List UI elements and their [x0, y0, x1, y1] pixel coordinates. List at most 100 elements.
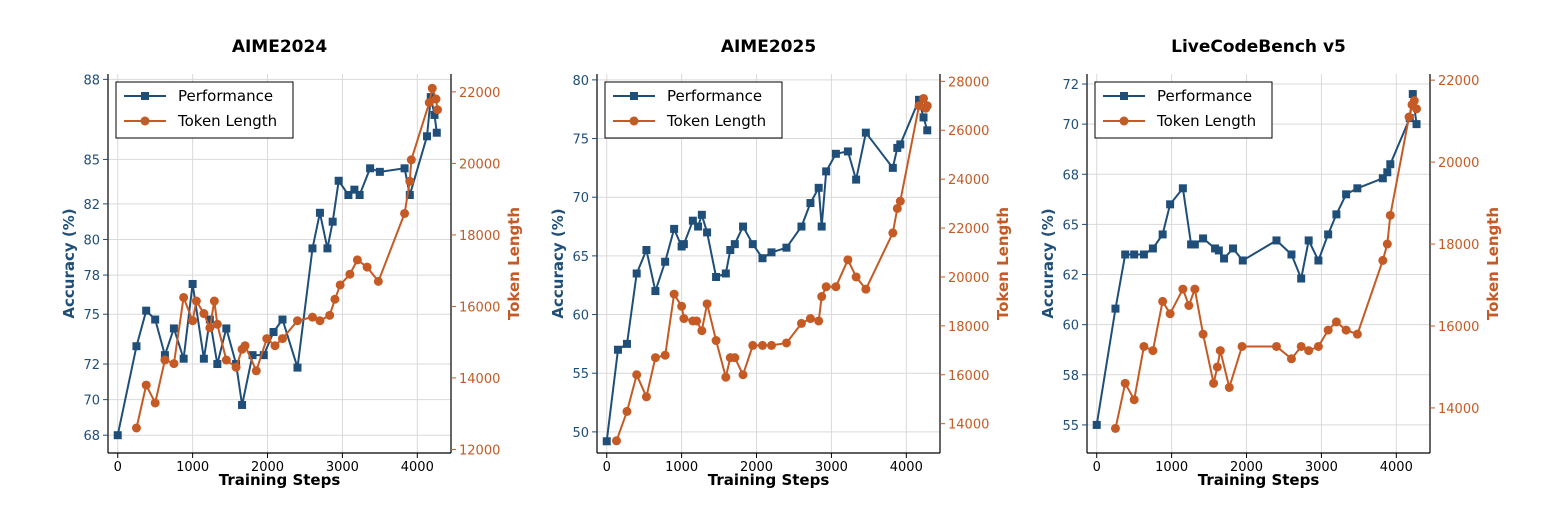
token-length-point — [1409, 96, 1419, 106]
performance-point — [721, 269, 730, 278]
token-length-point — [1165, 309, 1175, 319]
performance-line — [605, 96, 929, 442]
token-length-point — [169, 359, 179, 369]
legend-box — [115, 81, 294, 139]
performance-point — [179, 354, 188, 363]
token-length-point — [1323, 325, 1333, 335]
performance-point — [1190, 240, 1199, 249]
token-length-point — [1148, 346, 1158, 356]
performance-point — [670, 224, 679, 233]
legend-square-marker — [1120, 92, 1128, 100]
x-tick-label: 4000 — [1380, 460, 1413, 475]
performance-point — [1178, 184, 1187, 193]
token-length-point — [209, 296, 219, 306]
token-length-point — [843, 255, 853, 265]
y-tick-label: 70 — [572, 191, 589, 206]
performance-point — [748, 240, 757, 249]
performance-point — [293, 363, 302, 372]
token-length-point — [748, 340, 758, 350]
token-length-point — [796, 318, 806, 328]
y2-tick-label: 20000 — [948, 271, 989, 286]
y-tick-label: 85 — [83, 153, 100, 168]
performance-point — [896, 140, 905, 149]
performance-point — [213, 360, 222, 369]
y-tick-label: 58 — [1062, 369, 1079, 384]
performance-point — [1148, 244, 1157, 253]
performance-point — [366, 164, 375, 173]
token-length-point — [1120, 378, 1130, 388]
y2-tick-label: 28000 — [948, 75, 989, 90]
y2-tick-label: 16000 — [459, 300, 500, 315]
y2-tick-label: 14000 — [948, 418, 989, 433]
performance-point — [739, 222, 748, 231]
y2-tick-label: 18000 — [948, 320, 989, 335]
performance-point — [1166, 200, 1175, 209]
legend-circle-marker — [629, 116, 639, 126]
token-length-point — [131, 423, 141, 433]
performance-point — [1353, 184, 1362, 193]
token-length-line — [135, 84, 439, 429]
token-length-point — [1237, 341, 1247, 351]
x-axis-label: Training Steps — [219, 471, 341, 489]
y-tick-label: 55 — [572, 367, 589, 382]
performance-point — [1220, 254, 1229, 263]
token-length-point — [919, 93, 929, 103]
performance-point — [405, 190, 414, 199]
token-length-point — [895, 196, 905, 206]
token-length-point — [861, 284, 871, 294]
y2-tick-label: 12000 — [459, 443, 500, 458]
token-length-point — [427, 83, 437, 93]
y-tick-label: 65 — [1062, 218, 1079, 233]
token-length-point — [1198, 329, 1208, 339]
token-length-point — [1158, 296, 1168, 306]
y2-tick-label: 22000 — [948, 222, 989, 237]
token-length-point — [231, 362, 241, 372]
token-length-point — [702, 299, 712, 309]
performance-point — [1121, 250, 1130, 259]
performance-point — [1383, 168, 1392, 177]
y2-axis-label: Token Length — [505, 207, 523, 320]
y-tick-label: 80 — [83, 233, 100, 248]
token-length-point — [335, 280, 345, 290]
token-length-point — [692, 316, 702, 326]
chart-title: AIME2024 — [232, 37, 327, 57]
performance-point — [334, 176, 343, 185]
token-length-point — [632, 370, 642, 380]
token-length-point — [405, 176, 415, 186]
performance-point — [1342, 190, 1351, 199]
performance-point — [1214, 246, 1223, 255]
legend-label: Performance — [1157, 87, 1252, 105]
token-length-point — [262, 334, 272, 344]
performance-point — [852, 175, 861, 184]
token-length-point — [1331, 317, 1341, 327]
performance-point — [1386, 160, 1395, 169]
token-length-point — [1382, 239, 1392, 249]
performance-point — [1158, 230, 1167, 239]
performance-point — [350, 185, 359, 194]
token-length-point — [650, 353, 660, 363]
token-length-point — [821, 282, 831, 292]
performance-point — [323, 244, 332, 253]
token-length-point — [292, 316, 302, 326]
x-tick-label: 0 — [1093, 460, 1101, 475]
token-length-point — [205, 323, 215, 333]
token-length-point — [141, 380, 151, 390]
token-length-point — [1139, 341, 1149, 351]
performance-point — [806, 199, 815, 208]
performance-point — [651, 287, 660, 296]
performance-point — [703, 228, 712, 237]
y2-tick-label: 16000 — [948, 369, 989, 384]
y-tick-label: 80 — [572, 74, 589, 89]
performance-point — [919, 113, 928, 122]
token-length-point — [679, 314, 689, 324]
token-length-point — [431, 94, 441, 104]
y2-tick-label: 18000 — [1438, 238, 1479, 253]
y2-tick-label: 18000 — [459, 229, 500, 244]
legend-label: Performance — [178, 87, 273, 105]
legend-label: Token Length — [177, 112, 277, 130]
x-tick-label: 1000 — [176, 460, 209, 475]
token-length-point — [160, 355, 170, 365]
performance-point — [1199, 234, 1208, 243]
token-length-point — [641, 392, 651, 402]
y-tick-label: 55 — [1062, 419, 1079, 434]
